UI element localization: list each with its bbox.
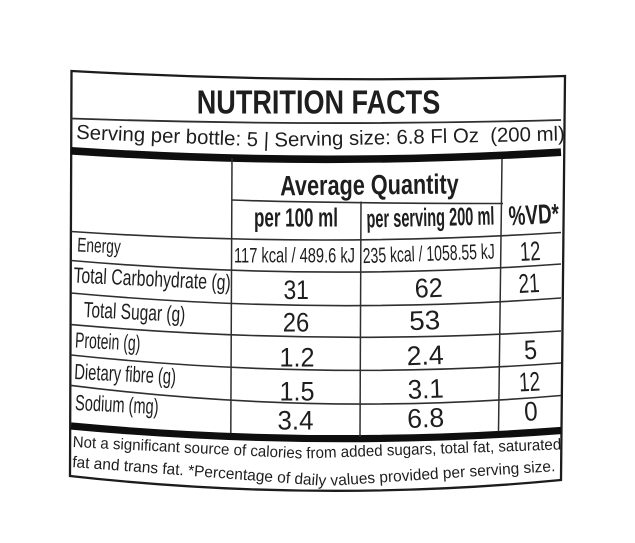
svg-text:53: 53 — [409, 305, 441, 336]
svg-text:%VD*: %VD* — [508, 198, 560, 232]
svg-text:Sodium (mg): Sodium (mg) — [75, 390, 160, 419]
svg-text:5: 5 — [523, 335, 538, 366]
svg-text:per serving 200 ml: per serving 200 ml — [366, 203, 495, 234]
svg-text:21: 21 — [518, 268, 541, 299]
svg-text:1.5: 1.5 — [280, 377, 315, 407]
svg-text:26: 26 — [283, 308, 310, 338]
svg-text:per 100 ml: per 100 ml — [254, 204, 338, 232]
svg-text:6.8: 6.8 — [407, 403, 445, 434]
svg-text:Total Sugar (g): Total Sugar (g) — [83, 297, 186, 327]
svg-text:12: 12 — [518, 366, 541, 397]
svg-text:31: 31 — [283, 275, 309, 305]
svg-text:3.1: 3.1 — [407, 374, 444, 405]
svg-text:Protein (g): Protein (g) — [75, 328, 141, 356]
svg-text:Average Quantity: Average Quantity — [280, 168, 459, 201]
svg-text:62: 62 — [414, 273, 443, 304]
svg-text:Energy: Energy — [77, 235, 121, 259]
svg-text:Dietary fibre (g): Dietary fibre (g) — [74, 359, 177, 389]
svg-text:2.4: 2.4 — [406, 340, 444, 371]
svg-text:12: 12 — [519, 236, 541, 267]
svg-text:0: 0 — [523, 396, 538, 427]
svg-text:NUTRITION FACTS: NUTRITION FACTS — [197, 84, 441, 121]
svg-text:1.2: 1.2 — [280, 343, 315, 373]
svg-text:117 kcal / 489.6 kJ: 117 kcal / 489.6 kJ — [234, 244, 355, 268]
svg-text:235 kcal / 1058.55 kJ: 235 kcal / 1058.55 kJ — [362, 240, 495, 269]
svg-text:3.4: 3.4 — [278, 405, 314, 435]
